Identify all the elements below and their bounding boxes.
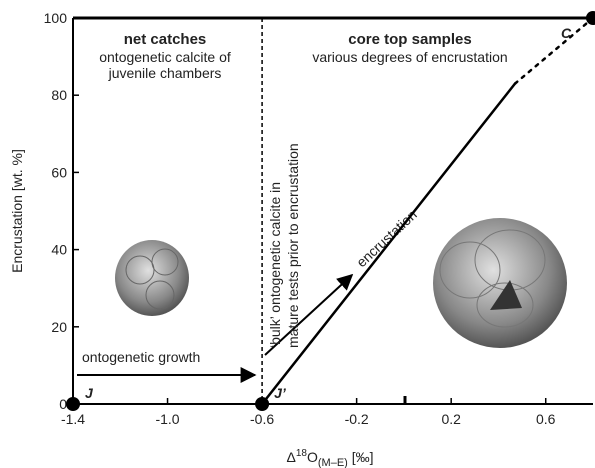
point [586,11,595,25]
foram-encrusted [433,218,567,348]
x-tick-label: -1.0 [155,411,179,427]
y-tick-label: 100 [44,10,68,26]
annotation: net catches [124,31,207,48]
x-axis-label: Δ18O(M–E) [‰] [287,448,374,468]
point [66,397,80,411]
y-tick-label: 40 [51,242,67,258]
x-label-part: O [307,449,318,465]
annotation: various degrees of encrustation [312,49,507,65]
x-tick-label: 0.2 [441,411,461,427]
point [255,397,270,411]
x-tick-label: -0.6 [250,411,274,427]
x-label-part: 18 [296,448,308,459]
y-axis-label: Encrustation [wt. %] [9,149,25,273]
x-label-part: Δ [287,449,296,465]
point-label: J [85,385,94,401]
annotation: juvenile chambers [108,65,222,81]
annotation: ontogenetic growth [82,349,200,365]
y-tick-label: 0 [59,396,67,412]
annotation: core top samples [348,31,471,48]
y-tick-label: 80 [51,87,67,103]
x-tick-label: -1.4 [61,411,85,427]
point-label: C [561,25,572,41]
x-label-part: [‰] [348,449,374,465]
foram-juvenile [115,240,189,316]
y-tick-label: 20 [51,319,67,335]
line [513,16,595,85]
point-label: J’ [274,385,287,401]
line [260,82,517,406]
x-tick-label: 0.6 [536,411,556,427]
x-tick-label: -0.2 [345,411,369,427]
annotation: mature tests prior to encrustation [285,143,301,348]
x-label-part: (M–E) [318,457,348,468]
encrustation-arrow [264,273,354,356]
y-tick-label: 60 [51,164,67,180]
annotation: ontogenetic calcite of [99,49,231,65]
annotation: ‘bulk’ ontogenetic calcite in [267,182,283,348]
